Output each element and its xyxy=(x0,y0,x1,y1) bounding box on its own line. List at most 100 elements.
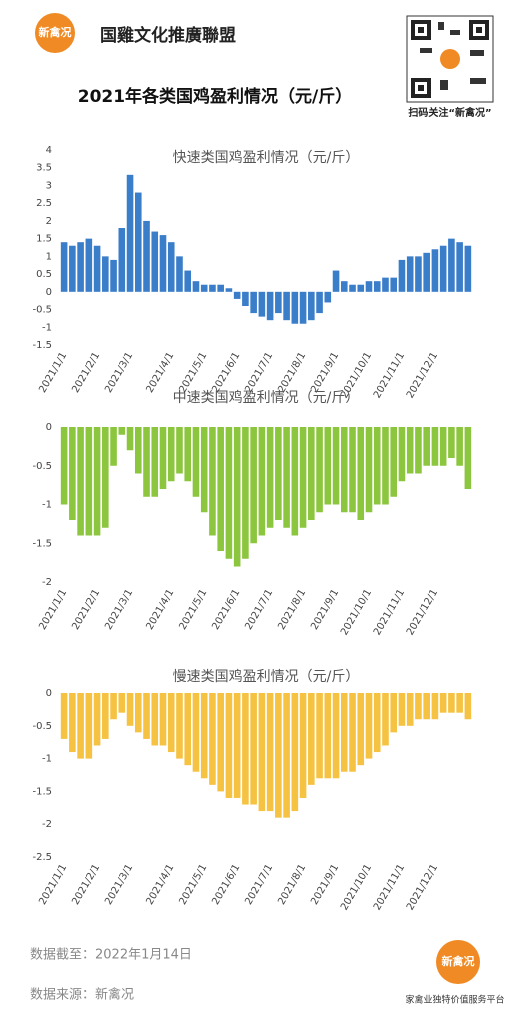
bar xyxy=(159,235,167,292)
y-tick-label: -2 xyxy=(42,577,52,588)
bar xyxy=(308,427,315,520)
y-tick-label: -1 xyxy=(42,322,52,333)
bar xyxy=(448,427,455,458)
bar xyxy=(456,693,463,713)
bar xyxy=(415,256,422,292)
bar xyxy=(250,693,257,805)
x-tick-label: 2021/10/1 xyxy=(339,863,374,913)
bar xyxy=(299,693,307,798)
footer-logo-badge xyxy=(436,940,480,984)
y-tick-label: -0.5 xyxy=(32,721,52,732)
bar xyxy=(242,291,249,306)
bar xyxy=(349,693,356,772)
bar xyxy=(448,693,455,713)
y-tick-label: 0 xyxy=(46,688,52,699)
bar xyxy=(258,427,266,536)
bar xyxy=(291,693,299,812)
bar xyxy=(233,693,241,798)
bar xyxy=(77,427,84,536)
bar xyxy=(324,693,332,779)
bar xyxy=(299,291,307,324)
x-tick-label: 2021/4/1 xyxy=(144,588,176,632)
chart-title: 快速类国鸡盈利情况（元/斤） xyxy=(173,149,360,166)
bar xyxy=(406,427,414,474)
bar xyxy=(143,693,150,739)
y-tick-label: 4 xyxy=(46,145,52,156)
x-tick-label: 2021/7/1 xyxy=(243,863,275,907)
y-tick-label: -1.5 xyxy=(32,340,52,351)
x-tick-label: 2021/1/1 xyxy=(37,588,69,632)
bar xyxy=(431,249,439,292)
bar xyxy=(176,427,183,474)
bar xyxy=(209,284,216,292)
x-tick-label: 2021/4/1 xyxy=(144,863,176,907)
x-tick-label: 2021/12/1 xyxy=(405,351,440,401)
bar xyxy=(456,427,463,466)
logo-text: 新禽况 xyxy=(39,25,72,39)
bar xyxy=(69,693,76,753)
bar xyxy=(316,693,323,779)
bar xyxy=(398,259,406,292)
bar xyxy=(357,427,365,520)
bar xyxy=(233,291,241,299)
bar xyxy=(225,288,233,292)
bar xyxy=(357,693,365,766)
y-tick-label: 0 xyxy=(46,287,52,298)
bar xyxy=(143,427,150,497)
bar xyxy=(324,291,332,303)
bar xyxy=(275,693,282,818)
x-tick-label: 2021/2/1 xyxy=(70,588,102,632)
bar xyxy=(406,256,414,292)
bar xyxy=(225,693,233,798)
qr-caption: 扫码关注“新禽况” xyxy=(408,106,491,119)
bar xyxy=(250,427,257,544)
y-tick-label: 0 xyxy=(46,422,52,433)
bar xyxy=(217,693,224,792)
y-tick-label: 1 xyxy=(46,251,52,262)
bar xyxy=(431,693,439,720)
bar xyxy=(69,427,76,520)
x-tick-label: 2021/3/1 xyxy=(103,351,135,395)
bar xyxy=(60,242,68,292)
bar xyxy=(332,270,340,292)
x-tick-label: 2021/7/1 xyxy=(243,351,275,395)
y-tick-label: -1 xyxy=(42,754,52,765)
bar xyxy=(456,242,463,292)
bar xyxy=(373,427,381,505)
bar xyxy=(423,252,430,292)
bar xyxy=(134,693,142,733)
logo-badge xyxy=(35,13,75,53)
footer-logo-text: 新禽况 xyxy=(442,954,475,968)
bar xyxy=(118,228,126,292)
x-tick-label: 2021/9/1 xyxy=(309,588,341,632)
bar xyxy=(167,427,175,482)
bar xyxy=(439,245,447,292)
bar xyxy=(415,427,422,474)
bar xyxy=(415,693,422,720)
y-tick-label: 1.5 xyxy=(36,234,52,245)
bar xyxy=(406,693,414,726)
bar xyxy=(167,242,175,292)
bar xyxy=(291,427,299,536)
bar xyxy=(382,277,389,292)
bar xyxy=(184,427,192,482)
bar xyxy=(69,245,76,292)
x-tick-label: 2021/6/1 xyxy=(210,588,242,632)
x-tick-label: 2021/7/1 xyxy=(243,588,275,632)
bar xyxy=(93,245,101,292)
bar xyxy=(85,693,93,759)
x-tick-label: 2021/10/1 xyxy=(339,588,374,638)
bar xyxy=(77,693,84,759)
x-tick-label: 2021/9/1 xyxy=(309,351,341,395)
bar xyxy=(118,693,126,713)
bar xyxy=(308,693,315,785)
bar xyxy=(93,427,101,536)
x-tick-label: 2021/4/1 xyxy=(144,351,176,395)
y-tick-label: -1 xyxy=(42,500,52,511)
bar xyxy=(390,277,398,292)
bar xyxy=(217,284,224,292)
bar xyxy=(283,693,290,818)
x-tick-label: 2021/8/1 xyxy=(276,588,308,632)
bar xyxy=(365,693,373,759)
